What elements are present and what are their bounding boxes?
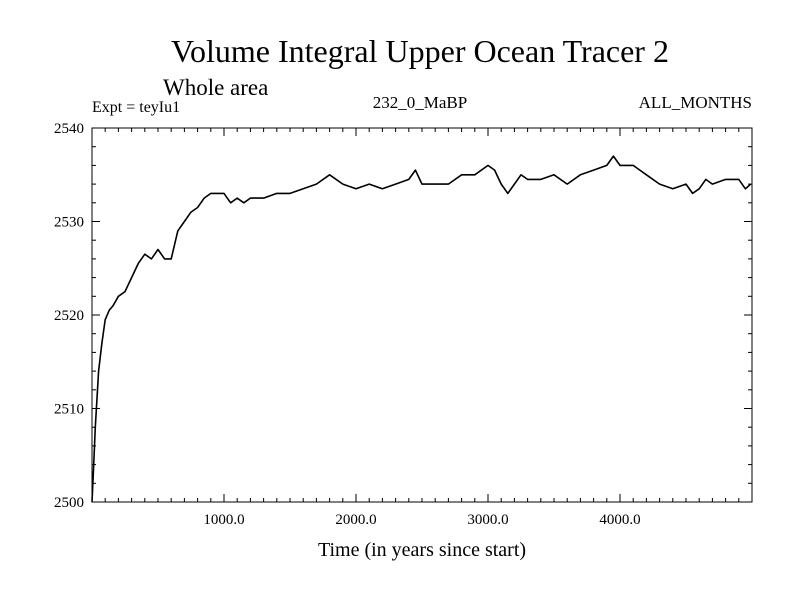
y-tick-label: 2530: [54, 215, 84, 231]
x-tick-label: 1000.0: [203, 512, 244, 528]
y-tick-label: 2510: [54, 402, 84, 418]
y-axis-ticks: [92, 127, 752, 503]
y-tick-label: 2520: [54, 308, 84, 324]
period-label: 232_0_MaBP: [373, 93, 467, 112]
x-axis-labels: 1000.0 2000.0 3000.0 4000.0: [203, 512, 640, 528]
x-axis-title: Time (in years since start): [318, 539, 526, 561]
x-tick-label: 2000.0: [335, 512, 376, 528]
x-axis-ticks: [104, 128, 740, 502]
chart-subtitle: Whole area: [163, 75, 268, 100]
months-label: ALL_MONTHS: [639, 93, 752, 112]
y-tick-label: 2500: [54, 495, 84, 511]
series-line: [91, 155, 752, 503]
chart-title: Volume Integral Upper Ocean Tracer 2: [171, 33, 669, 69]
experiment-label: Expt = teyIu1: [92, 99, 180, 116]
y-axis-labels: 2500 2510 2520 2530 2540: [54, 121, 84, 511]
x-tick-label: 3000.0: [467, 512, 508, 528]
x-tick-label: 4000.0: [599, 512, 640, 528]
y-tick-label: 2540: [54, 121, 84, 137]
